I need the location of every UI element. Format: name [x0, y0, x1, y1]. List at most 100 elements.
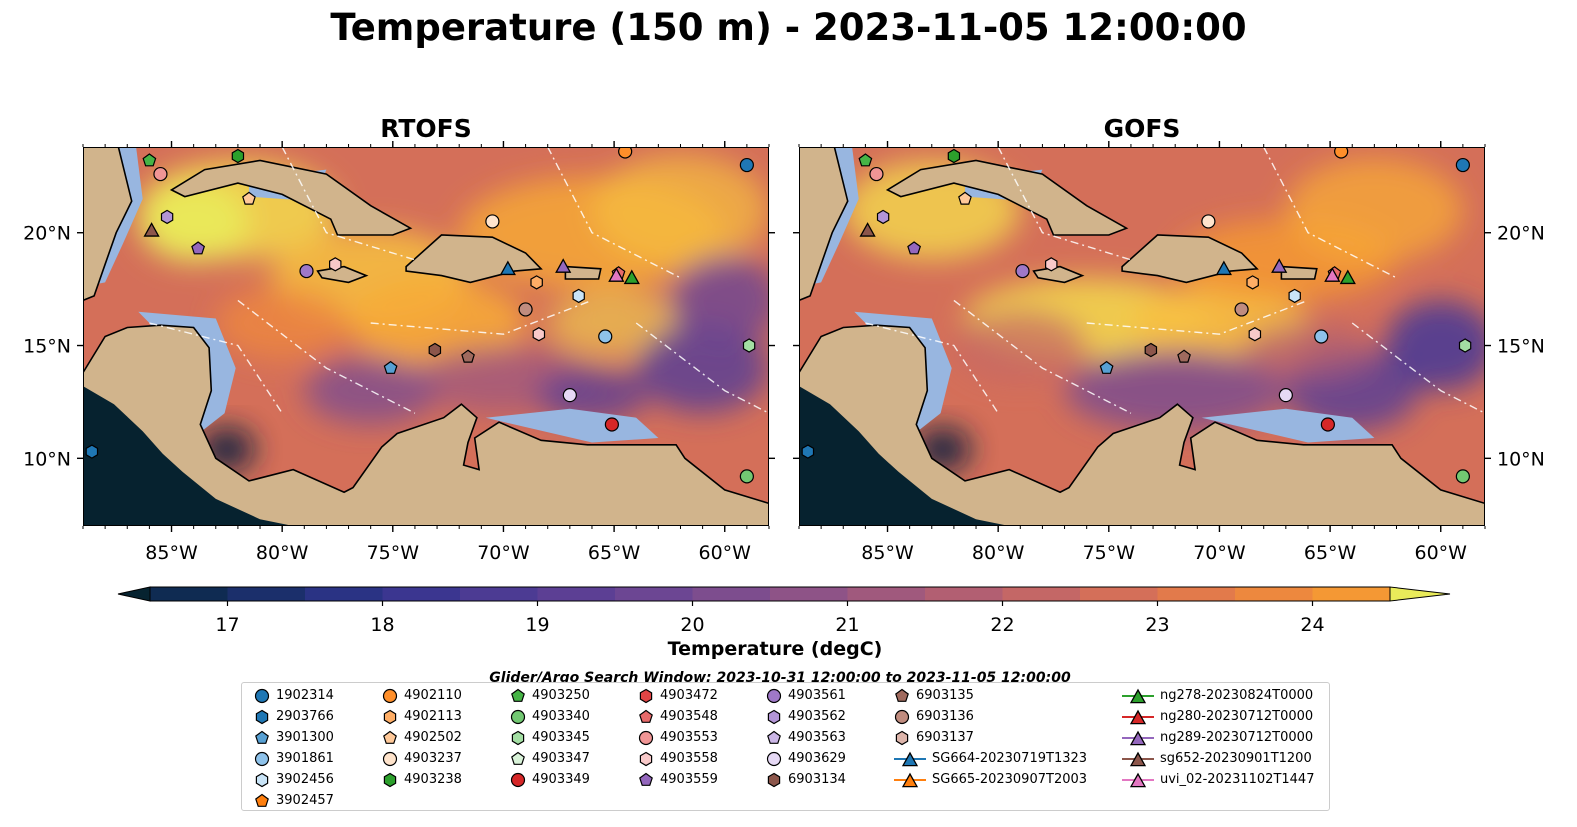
pentagon-icon	[255, 793, 269, 807]
obs-marker	[485, 214, 500, 229]
obs-marker	[299, 263, 314, 279]
temperature-field	[1241, 322, 1375, 378]
obs-marker	[869, 166, 884, 182]
legend-label: 6903135	[916, 688, 974, 703]
obs-marker	[1339, 269, 1356, 285]
hexagon-icon	[255, 709, 269, 724]
circle-icon	[510, 772, 526, 787]
colorbar-bin	[770, 587, 848, 601]
boundary-line	[237, 299, 416, 414]
lon-tick-label: 85°W	[861, 542, 914, 564]
temperature-field	[536, 368, 648, 423]
legend-item: 2903766	[254, 706, 334, 727]
triangle-icon	[894, 751, 926, 766]
legend-item: 6903135	[894, 685, 974, 706]
boundary-line	[953, 299, 1132, 414]
legend-item: 6903134	[766, 769, 846, 790]
pentagon-icon	[511, 751, 525, 765]
boundary-line	[1351, 322, 1485, 414]
triangle-icon	[1122, 772, 1154, 787]
hexagon-icon	[895, 730, 909, 745]
shelf	[485, 408, 659, 443]
obs-marker	[1246, 275, 1259, 290]
legend-item: 4903563	[766, 727, 846, 748]
legend-label: 4903629	[788, 751, 846, 766]
triangle-icon	[894, 772, 926, 787]
land	[1280, 265, 1318, 280]
land	[169, 159, 413, 236]
pentagon-icon	[639, 772, 653, 786]
colorbar-bin	[1157, 587, 1236, 601]
hexagon-icon	[255, 772, 269, 787]
pentagon-icon	[511, 688, 525, 702]
legend-item: sg652-20230901T1200	[1122, 748, 1312, 769]
obs-marker	[739, 157, 754, 173]
obs-marker	[499, 260, 516, 276]
temperature-field	[1285, 158, 1463, 263]
legend-item: ng280-20230712T0000	[1122, 706, 1313, 727]
lon-tick-label: 80°W	[972, 542, 1025, 564]
legend-label: SG665-20230907T2003	[932, 772, 1088, 787]
pacific	[83, 386, 294, 526]
boundary-line	[1263, 147, 1397, 279]
shelf	[1201, 408, 1375, 443]
lat-tick-label: 20°N	[1497, 223, 1545, 245]
temperature-field	[1064, 350, 1286, 432]
legend-label: 3901861	[276, 751, 334, 766]
colorbar-tick-label: 22	[990, 614, 1014, 636]
map-frame	[799, 147, 1485, 526]
lat-tick-label: 20°N	[23, 223, 71, 245]
legend-label: 6903136	[916, 709, 974, 724]
obs-marker	[1144, 342, 1158, 358]
obs-marker	[1177, 349, 1191, 363]
lon-tick-label: 75°W	[367, 542, 420, 564]
colorbar-bin	[460, 587, 538, 601]
legend-item: 4903629	[766, 748, 846, 769]
pacific	[799, 386, 1010, 526]
boundary-line	[635, 322, 769, 414]
hexagon-icon	[639, 688, 653, 703]
colorbar-bin	[382, 587, 461, 601]
legend-label: 4903250	[532, 688, 590, 703]
obs-marker	[1458, 338, 1472, 353]
obs-marker	[383, 360, 398, 374]
obs-marker	[1015, 263, 1030, 279]
hexagon-icon	[383, 709, 397, 724]
obs-marker	[1324, 267, 1341, 282]
legend-item: 4903237	[382, 748, 462, 769]
boundary-line	[547, 147, 681, 279]
obs-marker	[555, 258, 572, 273]
obs-marker	[530, 275, 543, 290]
legend-label: 4903548	[660, 709, 718, 724]
legend: 1902314 2903766 3901300 3901861 3902456 39024…	[241, 682, 1330, 811]
legend-item: 4903561	[766, 685, 846, 706]
obs-marker	[518, 302, 533, 317]
obs-marker	[329, 257, 342, 272]
legend-item: 6903137	[894, 727, 974, 748]
pentagon-icon	[895, 688, 909, 702]
hexagon-icon	[511, 730, 525, 745]
legend-label: 3902456	[276, 772, 334, 787]
obs-marker	[858, 153, 873, 167]
colorbar-extend-max	[1389, 586, 1451, 602]
triangle-icon	[1122, 730, 1154, 745]
boundary-line	[1086, 299, 1309, 335]
obs-marker	[604, 417, 619, 432]
legend-item: 4903559	[638, 769, 718, 790]
lon-tick-label: 60°W	[699, 542, 752, 564]
legend-label: ng289-20230712T0000	[1160, 730, 1314, 745]
lon-tick-label: 85°W	[145, 542, 198, 564]
obs-marker	[231, 148, 245, 164]
colorbar-bin	[692, 587, 771, 601]
lon-tick-label: 80°W	[256, 542, 309, 564]
legend-label: 4903238	[404, 772, 462, 787]
obs-marker	[1455, 469, 1470, 484]
legend-label: 4902502	[404, 730, 462, 745]
colorbar-extend-min	[117, 586, 151, 602]
lon-tick-label: 60°W	[1415, 542, 1468, 564]
obs-marker	[1288, 288, 1301, 304]
colorbar-tick-label: 20	[680, 614, 704, 636]
colorbar-tick-label: 24	[1300, 614, 1324, 636]
map-axes: 85°W 80°W 75°W 70°W 65°W 60°W 20°N 15°N 10°N 85°W…	[23, 141, 1545, 564]
legend-label: ng278-20230824T0000	[1160, 688, 1314, 703]
